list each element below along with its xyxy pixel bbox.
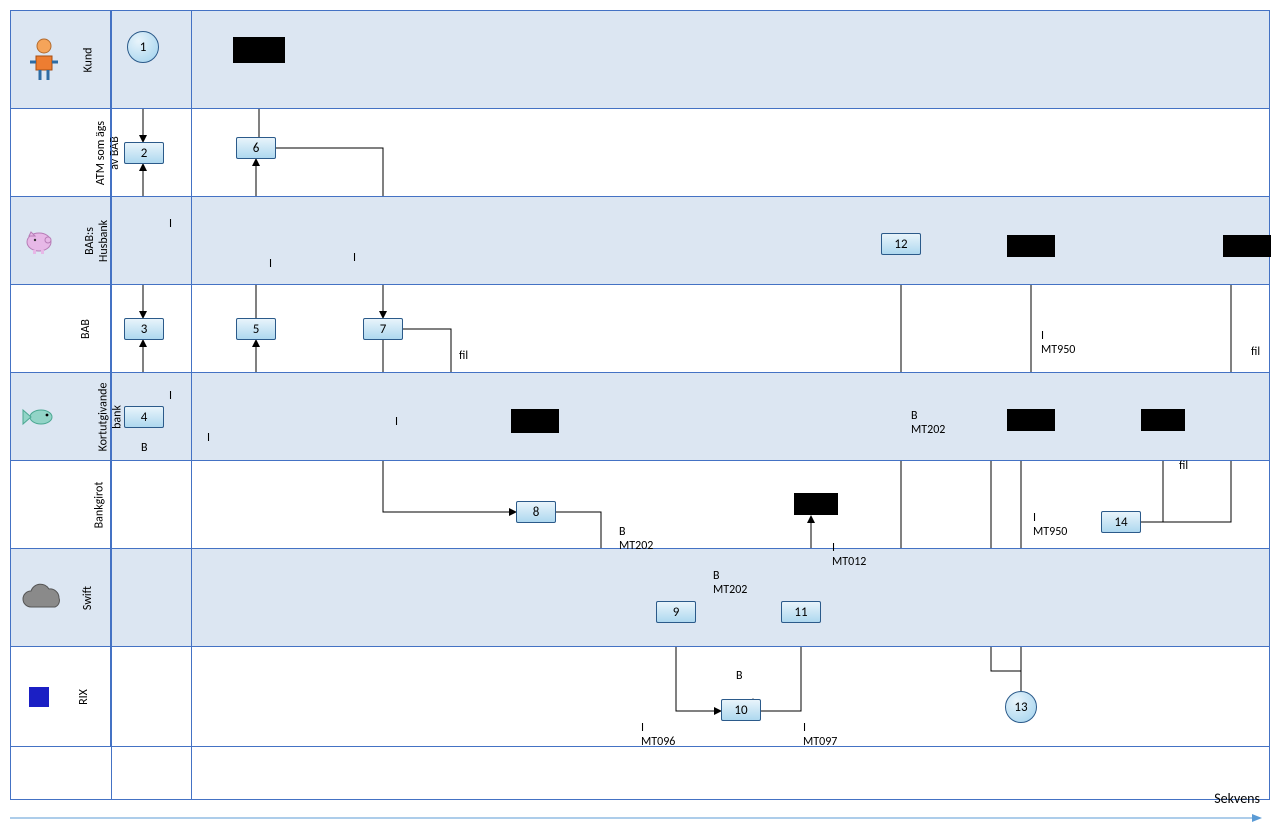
node-8: 8	[516, 501, 556, 523]
edge-label: IMT012	[832, 541, 866, 569]
lane-husbank: BAB:sHusbank	[11, 197, 1269, 285]
swimlane-diagram: Kund ATM som ägsav BAB BAB:sHusbank BAB Kort…	[10, 10, 1270, 800]
edge-label: I	[395, 415, 398, 429]
node-7: 7	[363, 318, 403, 340]
node-10: 10	[721, 699, 761, 721]
node-2: 2	[124, 142, 164, 164]
edge-label: I	[269, 257, 272, 271]
edge-label: B	[736, 669, 743, 683]
lane-header-rix: RIX	[11, 647, 111, 746]
edge-label: IMT096	[641, 721, 675, 749]
edge-label: B	[141, 441, 148, 455]
node-4: 4	[124, 406, 164, 428]
column-divider	[191, 11, 192, 799]
lane-header-bab: BAB	[11, 285, 111, 372]
lane-label: Bankgirot	[92, 481, 106, 528]
node-9: 9	[656, 601, 696, 623]
blackbox	[1007, 409, 1055, 431]
lane-header-husbank: BAB:sHusbank	[11, 197, 111, 284]
lane-label: Swift	[81, 585, 95, 609]
lane-label: ATM som ägsav BAB	[94, 120, 122, 184]
edge-label: fil	[459, 349, 468, 363]
rix-icon	[29, 687, 49, 707]
edge-label: I	[353, 251, 356, 265]
blackbox	[1007, 235, 1055, 257]
lane-label: BAB	[79, 319, 93, 339]
lane-label: Kund	[81, 47, 95, 72]
node-5: 5	[236, 318, 276, 340]
axis-label: Sekvens	[1214, 790, 1260, 807]
edge-label: IMT950	[1033, 511, 1067, 539]
node-12: 12	[881, 233, 921, 255]
lane-rix: RIX	[11, 647, 1269, 747]
lane-header-kortbank: Kortutgivandebank	[11, 373, 111, 460]
edge-label: I	[169, 389, 172, 403]
edge-label: BMT202	[911, 409, 945, 437]
node-13: 13	[1005, 691, 1037, 723]
lane-header-atm: ATM som ägsav BAB	[11, 109, 111, 196]
lane-swift: Swift	[11, 549, 1269, 647]
lane-header-kund: Kund	[11, 11, 111, 108]
node-11: 11	[781, 601, 821, 623]
node-3: 3	[124, 318, 164, 340]
node-1: 1	[127, 31, 159, 63]
lane-bab: BAB	[11, 285, 1269, 373]
lane-header-bankgirot: Bankgirot	[11, 461, 111, 548]
edge-label: fil	[1179, 459, 1188, 473]
blackbox	[1141, 409, 1185, 431]
sequence-axis: Sekvens	[10, 808, 1270, 832]
blackbox	[511, 409, 559, 433]
lane-header-swift: Swift	[11, 549, 111, 646]
node-14: 14	[1101, 511, 1141, 533]
lane-label: BAB:sHusbank	[83, 219, 111, 261]
edge-label: fil	[1251, 345, 1260, 359]
column-divider	[111, 11, 112, 799]
edge-label: IMT097	[803, 721, 837, 749]
edge-label: BMT202	[713, 569, 747, 597]
edge-label: I	[207, 431, 210, 445]
blackbox	[233, 37, 285, 63]
lane-kortbank: Kortutgivandebank	[11, 373, 1269, 461]
lane-atm: ATM som ägsav BAB	[11, 109, 1269, 197]
edge-label: I	[169, 217, 172, 231]
edge-label: BMT202	[619, 525, 653, 553]
blackbox	[794, 493, 838, 515]
lane-kund: Kund	[11, 11, 1269, 109]
node-6: 6	[236, 137, 276, 159]
blackbox	[1223, 235, 1271, 257]
lane-label: RIX	[77, 689, 91, 705]
edge-label: IMT950	[1041, 329, 1075, 357]
